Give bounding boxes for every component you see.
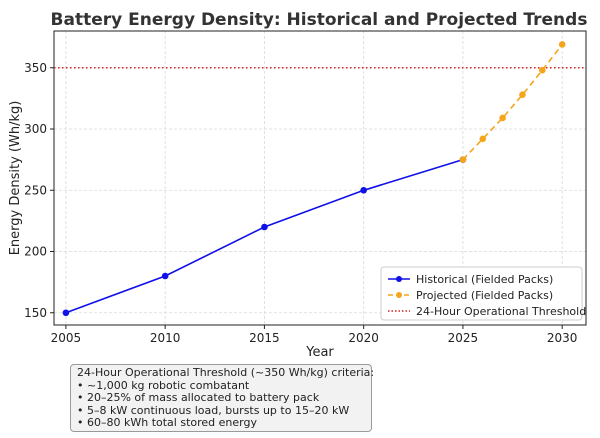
legend-threshold-label: 24-Hour Operational Threshold [416,305,586,318]
criteria-item: • ~1,000 kg robotic combatant [77,378,250,392]
legend-box [380,266,583,321]
legend: Historical (Fielded Packs) Projected (Fi… [380,266,586,321]
data-point [519,91,526,98]
data-point [479,135,487,143]
series-layer [62,41,566,317]
x-tick-label: 2010 [150,331,181,345]
plot-frame [53,30,587,326]
x-tick-label: 2025 [448,331,479,345]
y-tick-label: 300 [24,122,47,136]
x-tick-label: 2020 [348,331,379,345]
legend-historical-marker [396,276,402,282]
criteria-title: 24-Hour Operational Threshold (~350 Wh/k… [77,366,375,379]
x-axis-label: Year [305,345,334,360]
data-point [558,41,566,48]
y-axis-label: Energy Density (Wh/kg) [8,101,23,256]
data-point [360,186,367,194]
x-tick-label: 2005 [51,331,82,345]
y-tick-label: 200 [24,245,47,259]
data-point [62,309,70,317]
legend-projected-marker [396,292,402,298]
y-tick-label: 150 [24,306,47,320]
legend-historical-label: Historical (Fielded Packs) [416,273,553,286]
legend-projected-label: Projected (Fielded Packs) [416,289,553,302]
x-axis-ticks: 2005 2010 2015 2020 2025 2030 [51,325,578,345]
criteria-note: 24-Hour Operational Threshold (~350 Wh/k… [70,364,375,432]
x-tick-label: 2015 [249,331,280,345]
criteria-item: • 20–25% of mass allocated to battery pa… [77,391,320,405]
data-point [539,66,546,74]
data-point [499,114,506,122]
criteria-item: • 60–80 kWh total stored energy [77,416,257,430]
y-tick-label: 250 [24,183,47,197]
data-point [261,223,268,231]
criteria-item: • 5–8 kW continuous load, bursts up to 1… [77,403,350,417]
y-tick-label: 350 [24,61,47,75]
x-tick-label: 2030 [547,331,578,345]
series-line-projected [462,44,563,161]
chart-title: Battery Energy Density: Historical and P… [51,10,588,30]
y-axis-ticks: 150 200 250 300 350 [24,61,54,320]
data-point [459,156,467,163]
data-point [161,272,169,280]
